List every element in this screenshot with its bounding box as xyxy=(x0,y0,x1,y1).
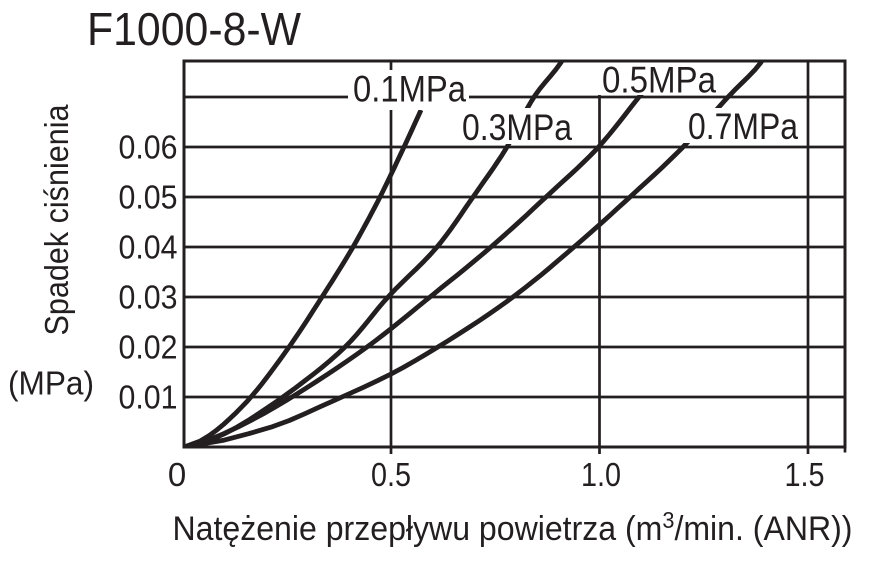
svg-text:0.5MPa: 0.5MPa xyxy=(602,60,716,101)
svg-text:0.06: 0.06 xyxy=(119,128,178,165)
svg-text:0.3MPa: 0.3MPa xyxy=(462,107,572,148)
svg-text:0.03: 0.03 xyxy=(119,278,178,315)
svg-text:0.01: 0.01 xyxy=(119,378,178,415)
svg-text:0.02: 0.02 xyxy=(119,328,178,365)
svg-text:0.1MPa: 0.1MPa xyxy=(353,69,466,110)
svg-text:Natężenie przepływu powietrza: Natężenie przepływu powietrza (m3/min. (… xyxy=(173,507,853,548)
svg-text:1.0: 1.0 xyxy=(581,456,621,493)
svg-text:0.04: 0.04 xyxy=(119,228,178,265)
svg-text:0.7MPa: 0.7MPa xyxy=(688,106,798,147)
svg-text:0.05: 0.05 xyxy=(119,178,178,215)
svg-text:1.5: 1.5 xyxy=(785,456,825,493)
svg-text:F1000-8-W: F1000-8-W xyxy=(87,3,302,55)
svg-text:(MPa): (MPa) xyxy=(8,366,94,403)
svg-text:0.5: 0.5 xyxy=(371,456,411,493)
svg-text:0: 0 xyxy=(168,456,186,493)
svg-text:Spadek ciśnienia: Spadek ciśnienia xyxy=(38,104,75,336)
